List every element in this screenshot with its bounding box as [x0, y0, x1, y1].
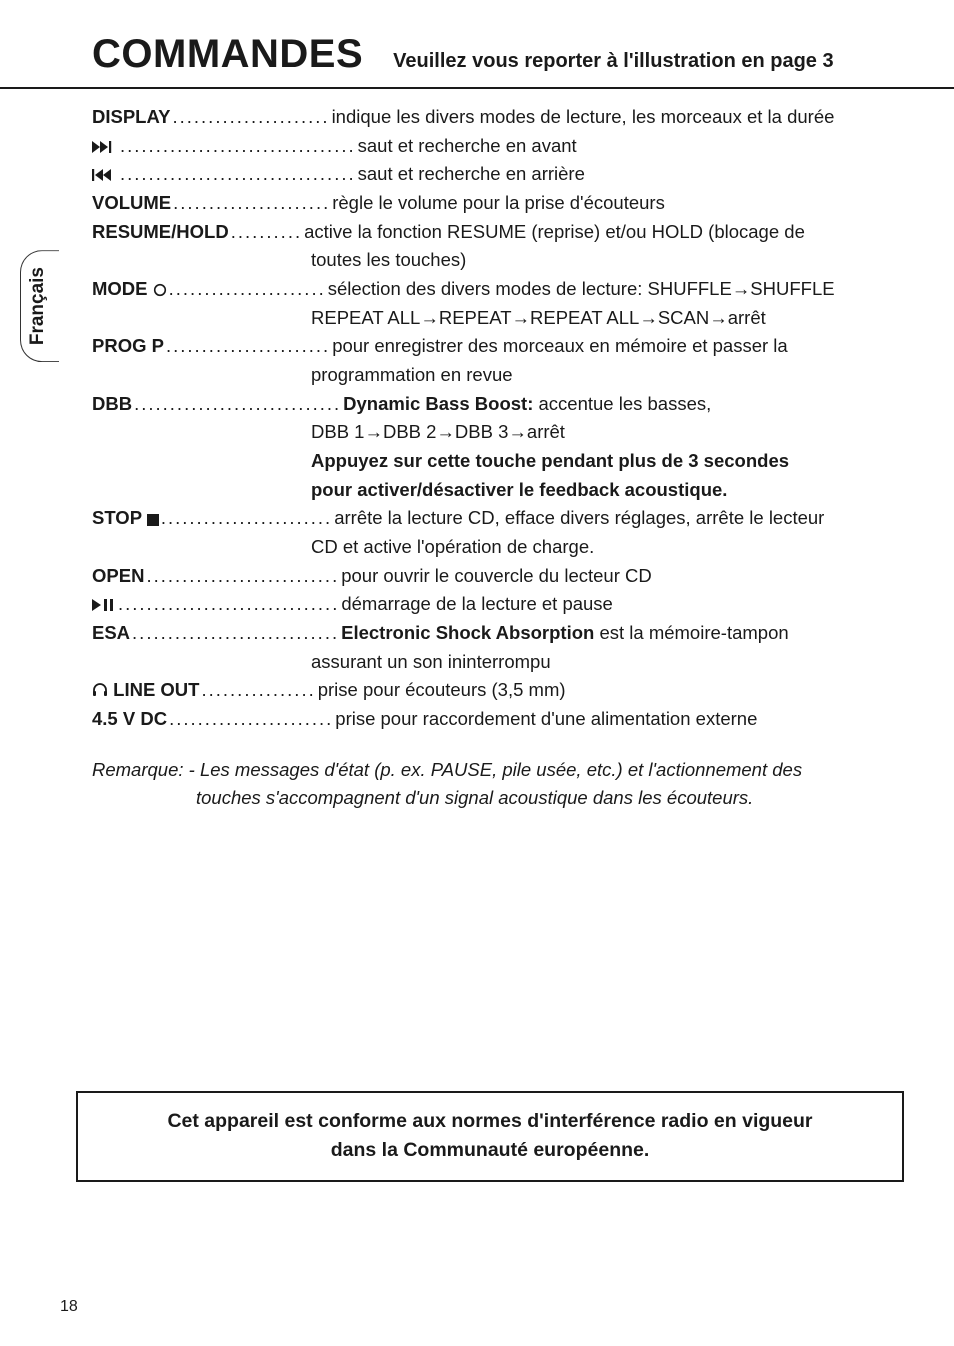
- continuation-line: REPEAT ALL→REPEAT→REPEAT ALL→SCAN→arrêt: [92, 304, 894, 333]
- term-description: arrête la lecture CD, efface divers régl…: [334, 504, 894, 533]
- remark-line2: touches s'accompagnent d'un signal acous…: [92, 784, 894, 812]
- remark-line1: Remarque: - Les messages d'état (p. ex. …: [92, 756, 894, 784]
- continuation-line: CD et active l'opération de charge.: [92, 533, 894, 562]
- compliance-box: Cet appareil est conforme aux normes d'i…: [76, 1091, 904, 1182]
- term-label: STOP: [92, 504, 159, 533]
- term-label: VOLUME: [92, 189, 171, 218]
- leader-dots: .............................: [130, 619, 341, 648]
- definition-row: PROG P.......................pour enregi…: [92, 332, 894, 361]
- term-label: LINE OUT: [92, 676, 199, 705]
- continuation-line: toutes les touches): [92, 246, 894, 275]
- term-label: MODE: [92, 275, 167, 304]
- page-header: COMMANDES Veuillez vous reporter à l'ill…: [0, 0, 954, 89]
- definition-row: .................................saut et…: [92, 132, 894, 161]
- term-description: saut et recherche en avant: [358, 132, 894, 161]
- page-subtitle: Veuillez vous reporter à l'illustration …: [393, 50, 914, 73]
- term-description: pour ouvrir le couvercle du lecteur CD: [341, 562, 894, 591]
- leader-dots: .................................: [118, 160, 358, 189]
- definition-row: .................................saut et…: [92, 160, 894, 189]
- leader-dots: ......................: [171, 189, 332, 218]
- leader-dots: .............................: [132, 390, 343, 419]
- leader-dots: ..........: [229, 218, 304, 247]
- leader-dots: ........................: [159, 504, 334, 533]
- continuation-line: assurant un son ininterrompu: [92, 648, 894, 677]
- page-title: COMMANDES: [92, 32, 363, 77]
- leader-dots: .......................: [167, 705, 335, 734]
- definition-row: ESA.............................Electron…: [92, 619, 894, 648]
- term-label: [92, 132, 118, 161]
- term-label: RESUME/HOLD: [92, 218, 229, 247]
- term-label: DISPLAY: [92, 103, 170, 132]
- definition-row: RESUME/HOLD..........active la fonction …: [92, 218, 894, 247]
- definition-row: STOP ........................arrête la l…: [92, 504, 894, 533]
- term-label: [92, 160, 118, 189]
- term-label: ESA: [92, 619, 130, 648]
- continuation-line: Appuyez sur cette touche pendant plus de…: [92, 447, 894, 476]
- definition-row: 4.5 V DC.......................prise pou…: [92, 705, 894, 734]
- continuation-line: pour activer/désactiver le feedback acou…: [92, 476, 894, 505]
- definition-row: DISPLAY......................indique les…: [92, 103, 894, 132]
- definitions-list: DISPLAY......................indique les…: [0, 89, 954, 734]
- term-description: sélection des divers modes de lecture: S…: [328, 275, 894, 304]
- continuation-line: DBB 1→DBB 2→DBB 3→arrêt: [92, 418, 894, 447]
- definition-row: OPEN...........................pour ouvr…: [92, 562, 894, 591]
- term-description: prise pour écouteurs (3,5 mm): [318, 676, 894, 705]
- term-description: Electronic Shock Absorption est la mémoi…: [341, 619, 894, 648]
- term-description: Dynamic Bass Boost: accentue les basses,: [343, 390, 894, 419]
- language-tab: Français: [20, 250, 59, 362]
- compliance-line2: dans la Communauté européenne.: [108, 1136, 872, 1164]
- term-label: [92, 590, 116, 619]
- definition-row: LINE OUT................prise pour écout…: [92, 676, 894, 705]
- term-description: pour enregistrer des morceaux en mémoire…: [332, 332, 894, 361]
- definition-row: VOLUME......................règle le vol…: [92, 189, 894, 218]
- remark-block: Remarque: - Les messages d'état (p. ex. …: [0, 734, 954, 812]
- term-description: active la fonction RESUME (reprise) et/o…: [304, 218, 894, 247]
- term-description: prise pour raccordement d'une alimentati…: [335, 705, 894, 734]
- term-label: PROG P: [92, 332, 164, 361]
- page-number: 18: [60, 1298, 78, 1316]
- term-label: 4.5 V DC: [92, 705, 167, 734]
- leader-dots: ......................: [167, 275, 328, 304]
- compliance-line1: Cet appareil est conforme aux normes d'i…: [108, 1107, 872, 1135]
- leader-dots: .................................: [118, 132, 358, 161]
- leader-dots: ................: [199, 676, 317, 705]
- term-label: OPEN: [92, 562, 144, 591]
- leader-dots: ...............................: [116, 590, 341, 619]
- definition-row: MODE ......................sélection des…: [92, 275, 894, 304]
- term-description: démarrage de la lecture et pause: [341, 590, 894, 619]
- leader-dots: ......................: [170, 103, 331, 132]
- term-label: DBB: [92, 390, 132, 419]
- term-description: indique les divers modes de lecture, les…: [332, 103, 894, 132]
- definition-row: DBB.............................Dynamic …: [92, 390, 894, 419]
- leader-dots: ...........................: [144, 562, 341, 591]
- definition-row: ...............................démarrage…: [92, 590, 894, 619]
- term-description: règle le volume pour la prise d'écouteur…: [332, 189, 894, 218]
- continuation-line: programmation en revue: [92, 361, 894, 390]
- leader-dots: .......................: [164, 332, 332, 361]
- term-description: saut et recherche en arrière: [358, 160, 894, 189]
